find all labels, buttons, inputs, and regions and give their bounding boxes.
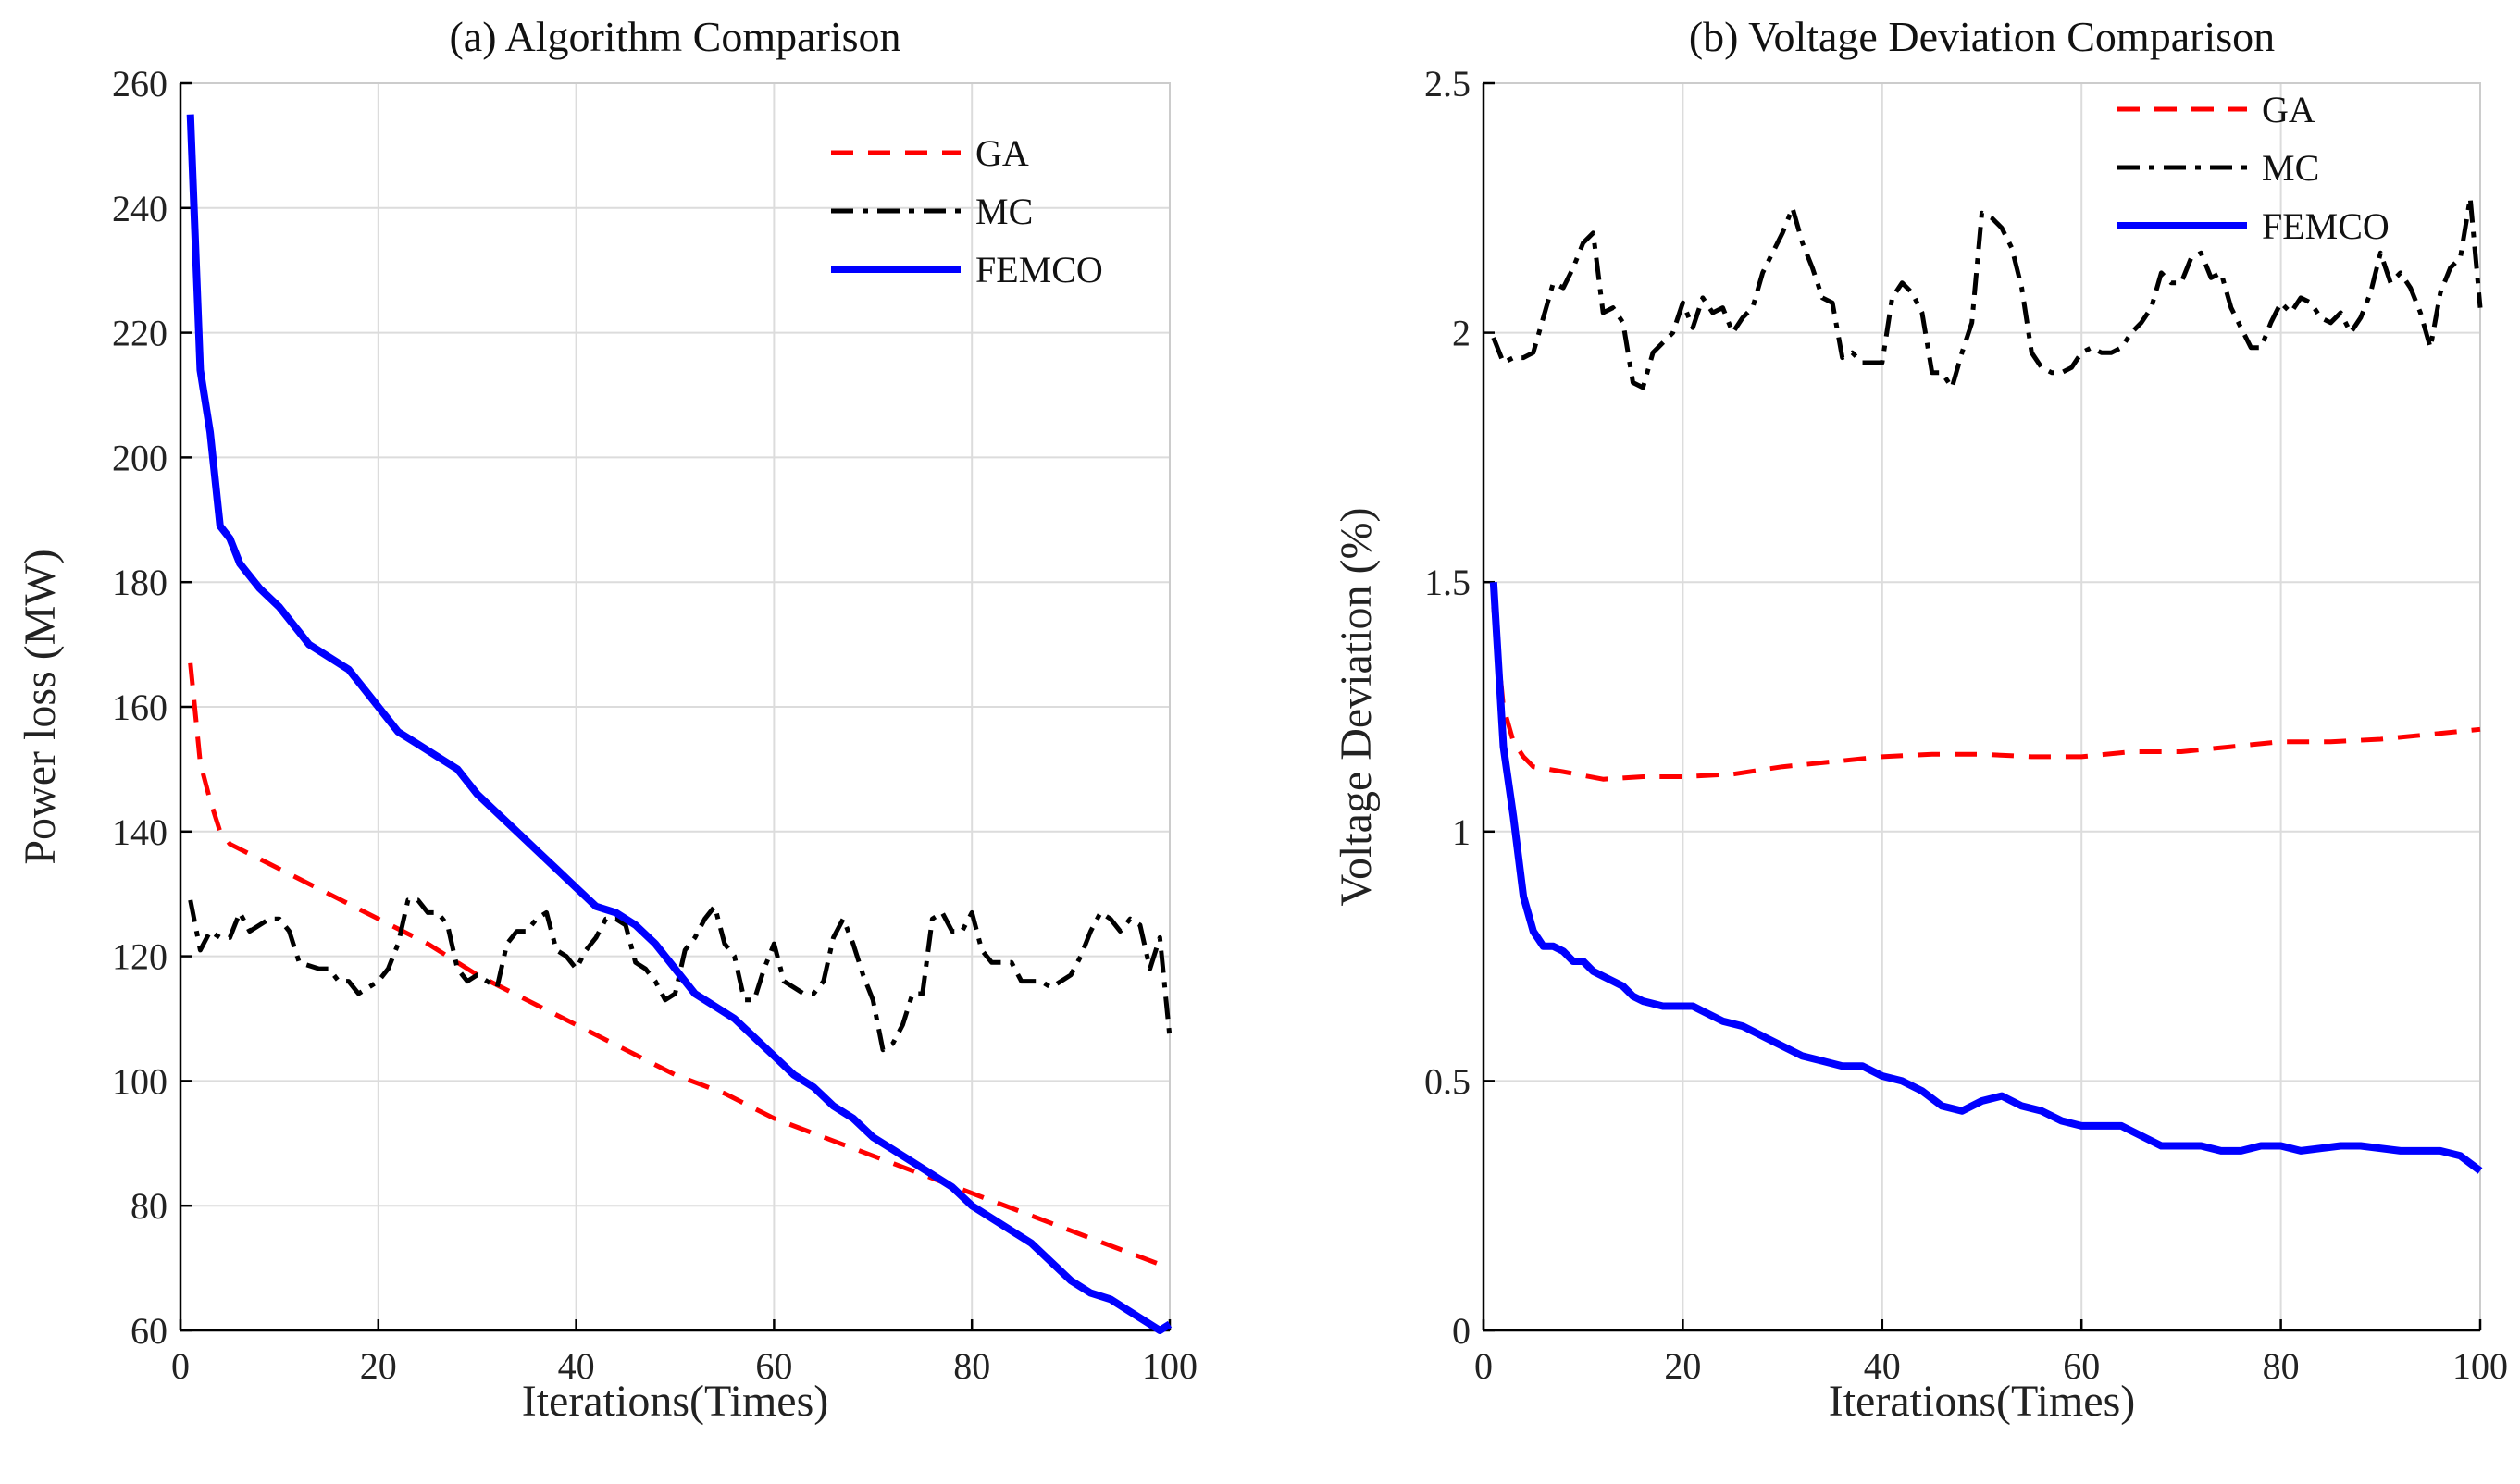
x-tick-label: 60 bbox=[2063, 1345, 2100, 1387]
y-tick-label: 140 bbox=[112, 811, 168, 853]
series-line-mc bbox=[1491, 195, 2483, 390]
y-tick-label: 220 bbox=[112, 313, 168, 354]
y-tick-label: 120 bbox=[112, 936, 168, 978]
legend-label-femco: FEMCO bbox=[2262, 205, 2390, 247]
plot-box bbox=[1483, 82, 2481, 1331]
legend-label-mc: MC bbox=[975, 191, 1033, 232]
y-axis-label: Power loss (MW) bbox=[16, 549, 65, 864]
x-tick-label: 0 bbox=[1474, 1345, 1493, 1387]
y-tick-label: 260 bbox=[112, 63, 168, 105]
legend-label-ga: GA bbox=[2262, 89, 2315, 130]
x-axis-label: Iterations(Times) bbox=[1829, 1377, 2136, 1426]
x-tick-label: 0 bbox=[171, 1345, 190, 1387]
x-tick-label: 80 bbox=[2263, 1345, 2300, 1387]
x-tick-label: 40 bbox=[1864, 1345, 1901, 1387]
x-tick-label: 100 bbox=[1142, 1345, 1198, 1387]
y-tick-label: 100 bbox=[112, 1060, 168, 1102]
y-tick-label: 2.5 bbox=[1424, 63, 1471, 105]
y-tick-label: 80 bbox=[130, 1185, 168, 1227]
x-tick-label: 20 bbox=[360, 1345, 397, 1387]
series-line-ga bbox=[188, 662, 1171, 1270]
x-tick-label: 40 bbox=[558, 1345, 595, 1387]
legend-label-femco: FEMCO bbox=[975, 249, 1103, 291]
y-tick-label: 200 bbox=[112, 437, 168, 478]
y-axis-label: Voltage Deviation (%) bbox=[1332, 508, 1381, 907]
chart-title: (a) Algorithm Comparison bbox=[449, 13, 900, 60]
x-tick-label: 60 bbox=[755, 1345, 792, 1387]
x-tick-label: 100 bbox=[2452, 1345, 2508, 1387]
y-tick-label: 0.5 bbox=[1424, 1060, 1471, 1102]
y-tick-label: 0 bbox=[1452, 1310, 1471, 1352]
y-tick-label: 1 bbox=[1452, 811, 1471, 853]
y-tick-label: 160 bbox=[112, 686, 168, 728]
chart-panel-a: 0 20 40 60 80 100 60 80 100 120 140 160 180 200 220 240… bbox=[16, 13, 1198, 1426]
x-axis-label: Iterations(Times) bbox=[522, 1377, 829, 1426]
y-tick-label: 1.5 bbox=[1424, 562, 1471, 603]
series-line-femco bbox=[186, 114, 1173, 1334]
chart-panel-b: 0 20 40 60 80 100 0 0.5 1 1.5 2 2.5 (b) Voltage Devi… bbox=[1332, 13, 2508, 1426]
x-tick-label: 80 bbox=[953, 1345, 990, 1387]
series-line-femco bbox=[1489, 581, 2483, 1174]
series-line-ga bbox=[1491, 606, 2481, 782]
y-tick-label: 240 bbox=[112, 188, 168, 229]
x-tick-label: 20 bbox=[1664, 1345, 1701, 1387]
chart-title: (b) Voltage Deviation Comparison bbox=[1689, 13, 2275, 60]
y-tick-label: 2 bbox=[1452, 313, 1471, 354]
y-tick-label: 180 bbox=[112, 562, 168, 603]
legend-label-ga: GA bbox=[975, 132, 1029, 174]
y-tick-label: 60 bbox=[130, 1310, 168, 1352]
legend-label-mc: MC bbox=[2262, 147, 2319, 189]
